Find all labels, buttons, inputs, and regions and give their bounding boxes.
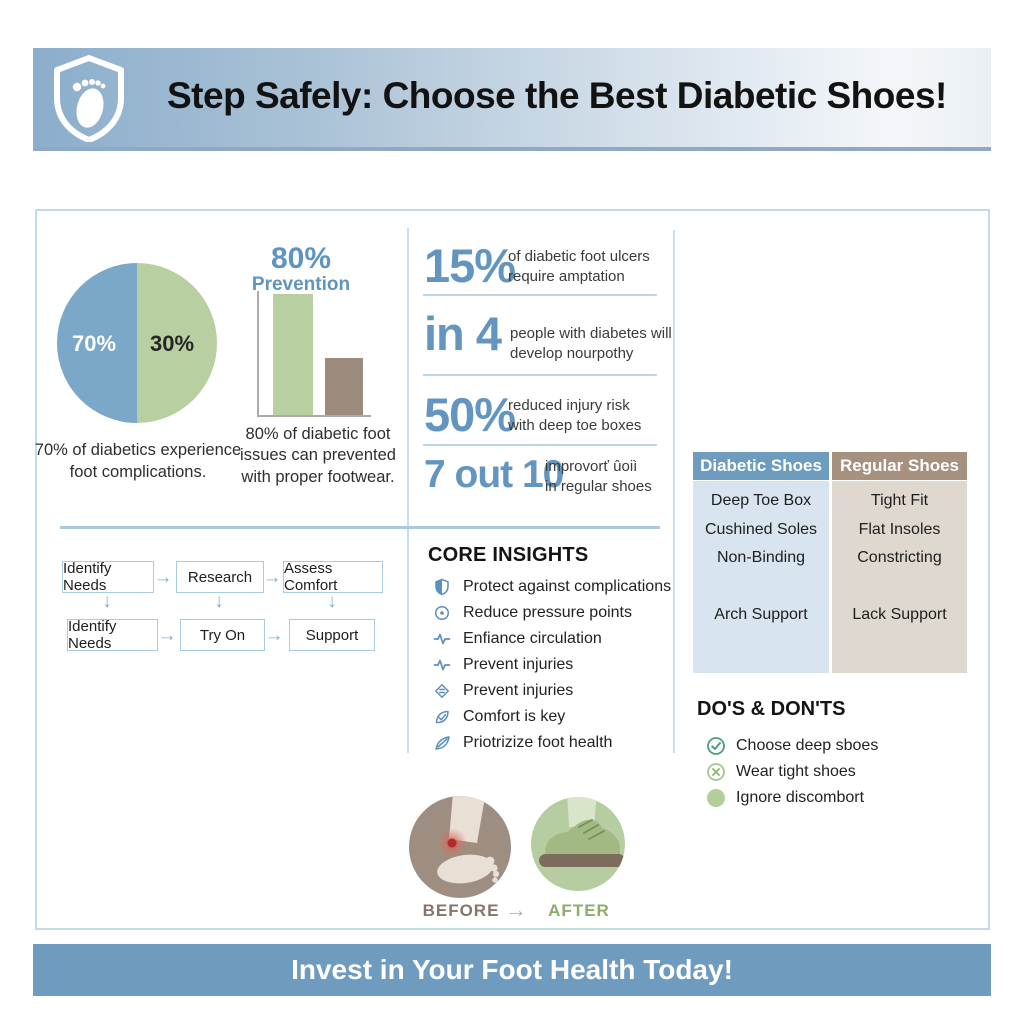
insight-label: Prevent injuries	[463, 656, 574, 673]
table-cell: Lack Support	[852, 606, 947, 623]
insight-label: Prevent injuries	[463, 682, 574, 699]
table-column-regular: Tight Fit Flat Insoles Constricting Lack…	[832, 481, 967, 673]
stat-separator	[423, 294, 657, 296]
leaf-check-icon	[435, 710, 449, 724]
stat-text: people with diabetes will develop nourpo…	[510, 325, 672, 362]
stat-text: reduced injury risk with deep toe boxes	[508, 397, 642, 434]
after-shoe-art	[531, 797, 625, 891]
core-insights-list: Protect against complications Reduce pre…	[433, 574, 671, 756]
arrow-right-icon: →	[157, 625, 177, 646]
arrow-down-icon: ↓	[214, 591, 224, 612]
divider-vertical-1	[407, 228, 409, 753]
stat-value: 7 out 10	[424, 453, 564, 496]
table-cell	[832, 573, 967, 602]
dos-donts-title: DO'S & DON'TS	[697, 698, 846, 720]
page-title: Step Safely: Choose the Best Diabetic Sh…	[167, 75, 947, 116]
list-item: Priotrizize foot health	[433, 730, 671, 756]
do-dont-label: Choose deep sboes	[736, 737, 879, 754]
table-cell: Constricting	[857, 549, 942, 566]
table-header-regular-shoes: Regular Shoes	[832, 452, 967, 480]
x-circle-icon	[707, 763, 725, 781]
bar-without	[325, 358, 363, 415]
list-item: Choose deep sboes	[706, 733, 878, 759]
dos-donts-list: Choose deep sboes Wear tight shoes Ignor…	[706, 733, 878, 811]
insight-label: Comfort is key	[463, 708, 566, 725]
pie-slice-label-30: 30%	[150, 331, 195, 356]
flow-step-try-on: Try On	[180, 619, 265, 651]
before-foot-art	[409, 796, 511, 898]
diamond-icon	[434, 683, 450, 699]
pie-slice-label-70: 70%	[72, 331, 117, 356]
list-item: Reduce pressure points	[433, 600, 671, 626]
arrow-right-icon: →	[153, 567, 173, 588]
table-cell: Flat Insoles	[858, 520, 941, 538]
flow-step-support: Support	[289, 619, 375, 651]
table-cell: Deep Toe Box	[710, 492, 812, 509]
bar-chart-subtitle: Prevention	[251, 274, 351, 295]
before-label: BEFORE	[422, 901, 500, 920]
divider-vertical-2	[673, 230, 675, 753]
bar-caption: 80% of diabetic foot issues can prevente…	[240, 425, 396, 486]
footer-banner: Invest in Your Foot Health Today!	[33, 944, 991, 996]
list-item: Prevent injuries	[433, 678, 671, 704]
stat-value: 15%	[424, 239, 516, 292]
list-item: Comfort is key	[433, 704, 671, 730]
check-circle-icon	[707, 737, 725, 755]
do-dont-label: Wear tight shoes	[736, 763, 856, 780]
leaf-icon	[435, 736, 450, 750]
bar-prevention	[273, 294, 313, 415]
target-icon	[434, 605, 450, 621]
list-item: Enfiance circulation	[433, 626, 671, 652]
pie-chart	[57, 263, 217, 423]
insight-label: Reduce pressure points	[463, 604, 632, 621]
list-item: Prevent injuries	[433, 652, 671, 678]
arrow-down-icon: ↓	[102, 591, 112, 612]
after-label: AFTER	[548, 901, 610, 920]
list-item: Wear tight shoes	[706, 759, 878, 785]
flow-step-research: Research	[176, 561, 264, 593]
list-item: Ignore discombort	[706, 785, 878, 811]
stat-text: improvorť ûoiì in regular shoes	[545, 458, 652, 495]
flow-step-identify-needs: Identify Needs	[62, 560, 154, 594]
arrow-right-icon: →	[505, 897, 527, 922]
pulse-icon	[433, 633, 451, 645]
stat-separator	[423, 444, 657, 446]
pie-caption: 70% of diabetics experience foot complic…	[34, 441, 242, 481]
shield-icon	[435, 578, 449, 596]
before-after-illustration	[395, 785, 645, 920]
arrow-right-icon: →	[262, 567, 282, 588]
flow-step-assess-comfort: Assess Comfort	[283, 560, 383, 594]
bar-chart-title: 80%	[270, 242, 332, 275]
flow-step-identify-needs-2: Identify Needs	[67, 618, 158, 652]
insight-label: Protect against complications	[463, 578, 672, 595]
shield-footprint-icon	[49, 54, 129, 147]
header-bar: Step Safely: Choose the Best Diabetic Sh…	[33, 48, 991, 151]
list-item: Protect against complications	[433, 574, 671, 600]
stat-value: in 4	[424, 307, 502, 360]
pulse-icon	[433, 659, 451, 671]
table-cell: Arch Support	[714, 606, 808, 623]
insight-label: Priotrizize foot health	[463, 734, 613, 751]
insight-label: Enfiance circulation	[463, 630, 602, 647]
table-column-diabetic: Deep Toe Box Cushined Soles Non-Binding …	[693, 481, 829, 673]
arrow-down-icon: ↓	[327, 591, 337, 612]
table-cell: Tight Fit	[870, 492, 929, 509]
bar-chart	[257, 291, 371, 417]
do-dont-label: Ignore discombort	[736, 789, 865, 806]
dot-circle-icon	[707, 789, 725, 807]
arrow-right-icon: →	[264, 625, 284, 646]
divider-horizontal	[60, 526, 660, 529]
core-insights-title: CORE INSIGHTS	[428, 544, 589, 566]
stat-separator	[423, 374, 657, 376]
table-cell: Cushined Soles	[704, 520, 818, 538]
stat-text: of diabetic foot ulcers require amptatio…	[508, 248, 650, 285]
stat-value: 50%	[424, 388, 516, 441]
table-header-diabetic-shoes: Diabetic Shoes	[693, 452, 829, 480]
table-cell: Non-Binding	[716, 549, 806, 566]
table-cell	[693, 573, 829, 602]
